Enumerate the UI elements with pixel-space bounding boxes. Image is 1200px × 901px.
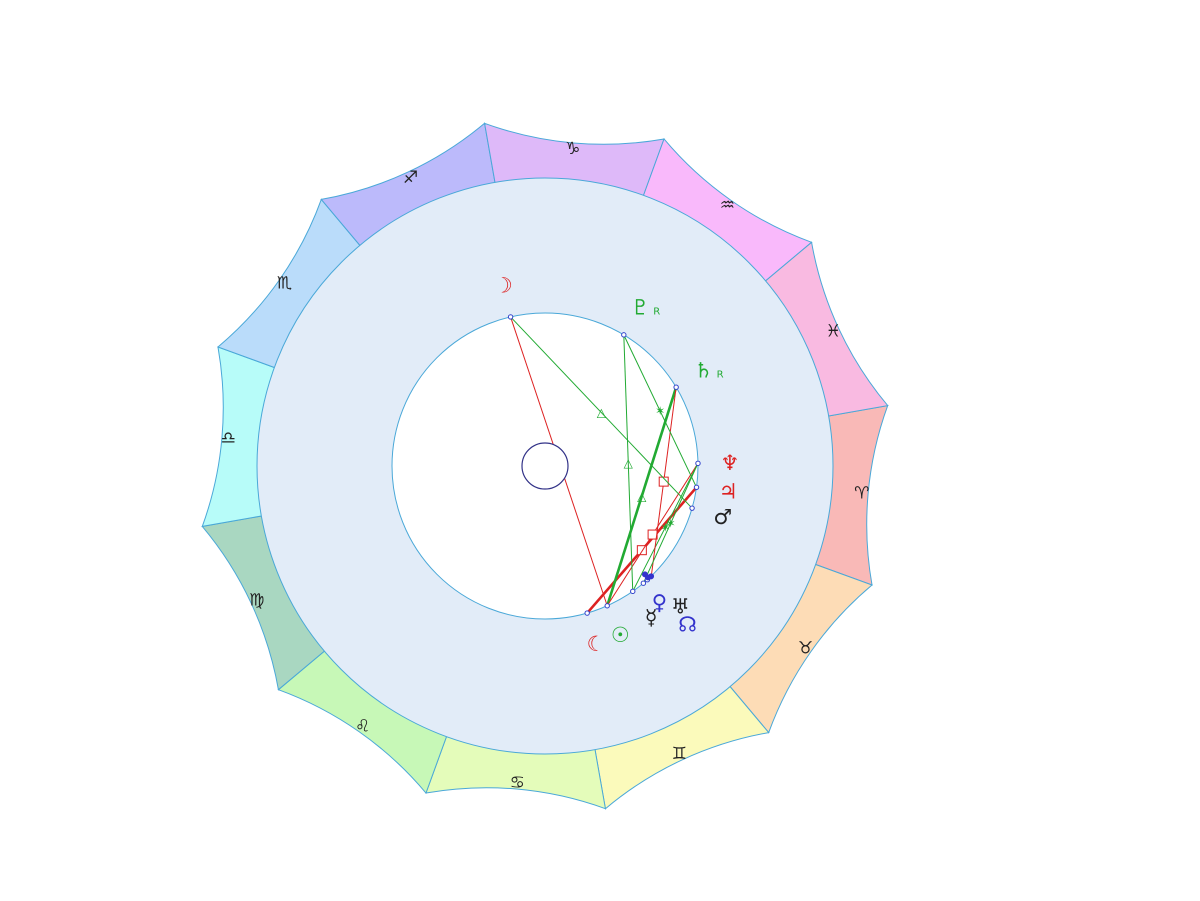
cancer-icon: ♋ — [510, 773, 525, 793]
planet-point-venus — [640, 580, 647, 586]
zodiac-ring: ♈ ♉ ♊ ♋ ♌ ♍ ♎ ♏ ♐ ♑ ♒ ♓ — [201, 122, 889, 810]
venus-icon: ♀ — [652, 590, 667, 614]
aspect-line-sun-saturn — [605, 386, 678, 607]
aspect-line-mercury-neptune — [632, 463, 699, 592]
sextile-aspect-icon: ✶ — [660, 520, 670, 534]
trine-aspect-icon: △ — [624, 456, 634, 470]
planet-point-lilith — [584, 610, 590, 616]
sun-icon: ☉ — [611, 623, 630, 647]
center-hub — [521, 442, 569, 490]
planet-point-moon — [507, 314, 514, 320]
pluto-icon: ♇ — [631, 295, 650, 319]
planet-markers: ☾ ☉☿ ☊♀ ♅♂♃♆♄ R♇ R☽ — [494, 274, 739, 656]
planet-point-neptune — [695, 460, 701, 467]
retrograde-marker: R — [653, 306, 660, 317]
moon-icon: ☽ — [494, 274, 513, 298]
sagittarius-icon: ♐ — [403, 168, 418, 188]
aspect-line-pluto-jupiter — [623, 334, 697, 488]
aspect-lines: △△✶✶△ ✶ — [510, 316, 699, 614]
trine-aspect-icon: △ — [597, 406, 607, 420]
planet-point-jupiter — [693, 484, 700, 490]
jupiter-icon: ♃ — [719, 480, 738, 504]
trine-aspect-icon: △ — [637, 489, 647, 503]
planet-point-pluto — [621, 332, 627, 338]
capricorn-icon: ♑ — [565, 139, 580, 159]
sextile-aspect-icon: ✶ — [666, 516, 676, 530]
virgo-icon: ♍ — [249, 590, 264, 610]
conjunction-cluster-icon — [647, 573, 654, 580]
pisces-icon: ♓ — [826, 322, 841, 342]
taurus-icon: ♉ — [798, 638, 813, 658]
scorpio-icon: ♏ — [277, 274, 292, 294]
gemini-icon: ♊ — [672, 744, 687, 764]
square-aspect-icon — [636, 545, 647, 556]
aquarius-icon: ♒ — [720, 196, 735, 216]
square-aspect-icon — [658, 476, 669, 487]
mercury-icon: ☿ — [645, 606, 658, 630]
saturn-icon: ♄ — [694, 359, 713, 383]
planet-point-sun — [604, 603, 610, 609]
leo-icon: ♌ — [355, 716, 370, 736]
planet-point-mars — [689, 505, 695, 511]
north-node-icon: ☊ — [678, 612, 697, 636]
planet-point-mercury — [630, 588, 636, 595]
aspect-line-moon-mars — [510, 316, 693, 509]
sextile-aspect-icon: ✶ — [655, 404, 665, 418]
aspect-line-venus-neptune — [642, 463, 699, 584]
neptune-icon: ♆ — [721, 451, 740, 475]
square-aspect-icon — [647, 529, 658, 540]
uranus-icon: ♅ — [671, 594, 690, 618]
planet-point-saturn — [673, 384, 679, 390]
retrograde-marker: R — [717, 370, 724, 381]
aries-icon: ♈ — [854, 484, 869, 504]
lilith-icon: ☾ — [587, 632, 606, 656]
mars-icon: ♂ — [713, 505, 732, 529]
libra-icon: ♎ — [221, 428, 236, 448]
aspect-line-mercury-pluto — [623, 334, 634, 592]
